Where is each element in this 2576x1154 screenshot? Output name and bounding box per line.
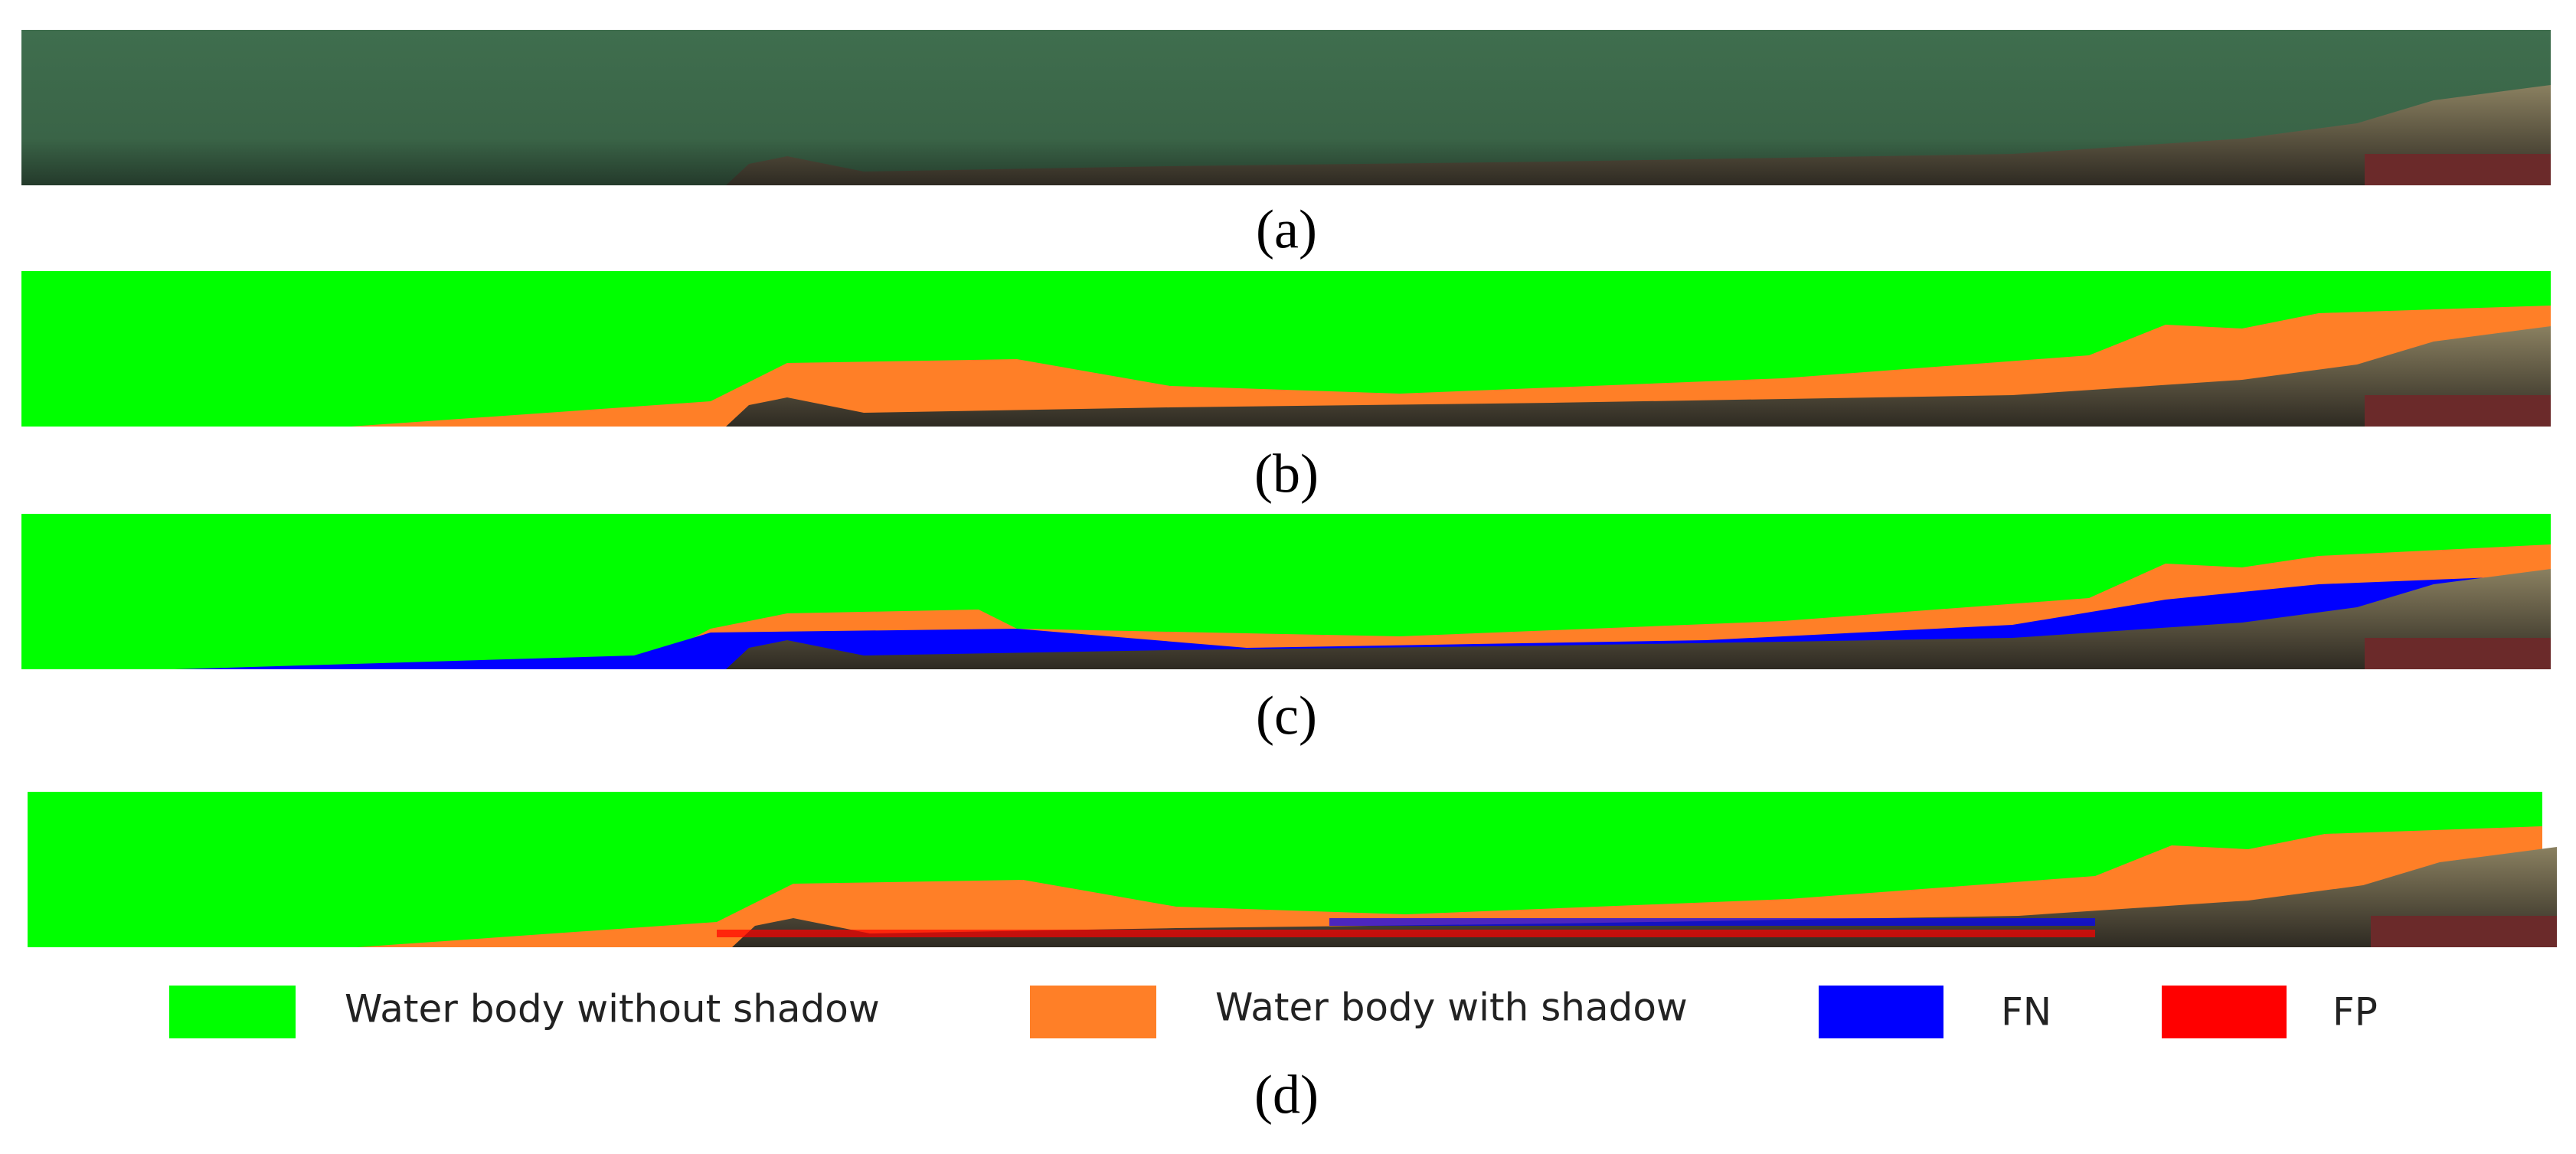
legend-swatch [1030, 986, 1156, 1038]
legend-label: FN [2001, 990, 2051, 1035]
legend-swatch [2162, 986, 2287, 1038]
legend-label: Water body with shadow [1215, 986, 1688, 1030]
panel-label: (b) [1254, 443, 1319, 505]
panel-a [21, 30, 2551, 185]
legend-swatch [169, 986, 296, 1038]
legend: Water body without shadow Water body wit… [169, 986, 2378, 1038]
panel-d [28, 792, 2557, 947]
panel-label: (a) [1256, 199, 1317, 260]
legend-swatch [1819, 986, 1943, 1038]
legend-label: Water body without shadow [345, 987, 880, 1031]
panel-label: (d) [1254, 1064, 1319, 1126]
legend-label: FP [2332, 990, 2378, 1035]
panel-label: (c) [1256, 685, 1317, 747]
panel-b [21, 271, 2551, 427]
panel-c [21, 514, 2551, 669]
